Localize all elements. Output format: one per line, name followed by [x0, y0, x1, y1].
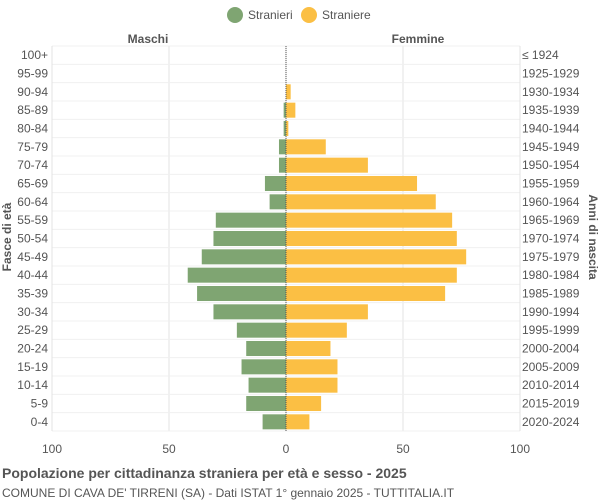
age-group-label: 0-4	[31, 415, 49, 429]
bar-stranieri-40-44	[187, 267, 286, 283]
birth-year-label: 1940-1944	[522, 122, 580, 136]
age-group-label: 5-9	[31, 397, 49, 411]
bar-straniere-40-44	[286, 267, 457, 283]
birth-year-label: 1970-1974	[522, 232, 580, 246]
bar-straniere-15-19	[286, 359, 338, 375]
chart-title: Popolazione per cittadinanza straniera p…	[2, 465, 407, 481]
age-group-label: 25-29	[17, 323, 48, 337]
birth-year-label: 1950-1954	[522, 158, 580, 172]
bar-straniere-35-39	[286, 285, 446, 302]
age-group-label: 10-14	[17, 378, 48, 392]
bar-stranieri-70-74	[278, 157, 286, 173]
birth-year-label: 1935-1939	[522, 103, 580, 117]
bar-straniere-45-49	[286, 249, 467, 265]
bar-straniere-50-54	[286, 230, 457, 247]
age-group-label: 95-99	[17, 67, 48, 81]
bar-stranieri-15-19	[241, 359, 286, 375]
right-header-femmine: Femmine	[392, 32, 445, 46]
bars	[187, 46, 467, 431]
bar-stranieri-35-39	[197, 285, 286, 302]
age-group-label: 35-39	[17, 287, 48, 301]
age-group-label: 30-34	[17, 305, 48, 319]
x-tick-label: 50	[162, 442, 176, 456]
left-header-maschi: Maschi	[128, 32, 169, 46]
bar-stranieri-65-69	[264, 175, 286, 192]
x-tick-label: 100	[42, 442, 62, 456]
bar-stranieri-45-49	[201, 249, 286, 265]
birth-year-label: 1930-1934	[522, 85, 580, 99]
birth-year-label: 2005-2009	[522, 360, 580, 374]
x-tick-label: 50	[396, 442, 410, 456]
bar-straniere-65-69	[286, 175, 418, 192]
birth-year-label: 1985-1989	[522, 287, 580, 301]
bar-straniere-25-29	[286, 322, 347, 338]
bar-straniere-80-84	[286, 120, 289, 137]
birth-year-label: 1980-1984	[522, 268, 580, 282]
bar-stranieri-75-79	[278, 139, 286, 155]
age-group-label: 40-44	[17, 268, 48, 282]
bar-stranieri-30-34	[213, 304, 286, 320]
legend-label-straniere: Straniere	[322, 8, 371, 22]
age-group-label: 15-19	[17, 360, 48, 374]
birth-year-label: 1965-1969	[522, 213, 580, 227]
bar-stranieri-5-9	[246, 395, 286, 412]
birth-year-label: 2015-2019	[522, 397, 580, 411]
legend-label-stranieri: Stranieri	[248, 8, 293, 22]
age-group-label: 60-64	[17, 195, 48, 209]
legend-swatch-straniere	[301, 7, 317, 23]
bar-straniere-75-79	[286, 139, 326, 155]
legend: Stranieri Straniere	[227, 7, 371, 23]
bar-straniere-70-74	[286, 157, 368, 173]
bar-straniere-20-24	[286, 340, 331, 357]
x-tick-label: 0	[283, 442, 290, 456]
birth-year-label: 1925-1929	[522, 67, 580, 81]
bar-stranieri-85-89	[283, 102, 286, 118]
bar-straniere-85-89	[286, 102, 296, 118]
bar-straniere-0-4	[286, 414, 310, 430]
y-axis-title-left: Fasce di età	[0, 202, 14, 271]
birth-year-label: 1945-1949	[522, 140, 580, 154]
age-group-label: 50-54	[17, 232, 48, 246]
bar-stranieri-0-4	[262, 414, 286, 430]
birth-year-label: 1975-1979	[522, 250, 580, 264]
age-group-label: 100+	[21, 48, 48, 62]
bar-stranieri-55-59	[215, 212, 286, 228]
birth-year-label: 2000-2004	[522, 342, 580, 356]
bar-straniere-5-9	[286, 395, 322, 412]
age-group-label: 20-24	[17, 342, 48, 356]
bar-stranieri-60-64	[269, 194, 286, 210]
x-tick-label: 100	[510, 442, 530, 456]
age-group-label: 55-59	[17, 213, 48, 227]
bar-stranieri-25-29	[236, 322, 286, 338]
bar-straniere-55-59	[286, 212, 453, 228]
bar-straniere-10-14	[286, 377, 338, 393]
axis-labels: 100 50 0 50 100 100+ ≤ 1924 95-99 1925-1929 90-94…	[17, 48, 579, 456]
birth-year-label: 1955-1959	[522, 177, 580, 191]
birth-year-label: 1990-1994	[522, 305, 580, 319]
y-axis-title-right: Anni di nascita	[586, 194, 600, 280]
age-group-label: 80-84	[17, 122, 48, 136]
birth-year-label: ≤ 1924	[522, 48, 559, 62]
birth-year-label: 2010-2014	[522, 378, 580, 392]
bar-stranieri-20-24	[246, 340, 286, 357]
bar-stranieri-50-54	[213, 230, 286, 247]
bar-straniere-60-64	[286, 194, 436, 210]
bar-stranieri-10-14	[248, 377, 286, 393]
age-group-label: 90-94	[17, 85, 48, 99]
birth-year-label: 1995-1999	[522, 323, 580, 337]
age-group-label: 65-69	[17, 177, 48, 191]
age-group-label: 75-79	[17, 140, 48, 154]
birth-year-label: 1960-1964	[522, 195, 580, 209]
bar-stranieri-80-84	[283, 120, 286, 137]
age-group-label: 70-74	[17, 158, 48, 172]
bar-straniere-30-34	[286, 304, 368, 320]
bar-straniere-90-94	[286, 84, 291, 100]
chart-subtitle: COMUNE DI CAVA DE' TIRRENI (SA) - Dati I…	[2, 486, 455, 500]
legend-swatch-stranieri	[227, 7, 243, 23]
birth-year-label: 2020-2024	[522, 415, 580, 429]
age-group-label: 85-89	[17, 103, 48, 117]
age-group-label: 45-49	[17, 250, 48, 264]
